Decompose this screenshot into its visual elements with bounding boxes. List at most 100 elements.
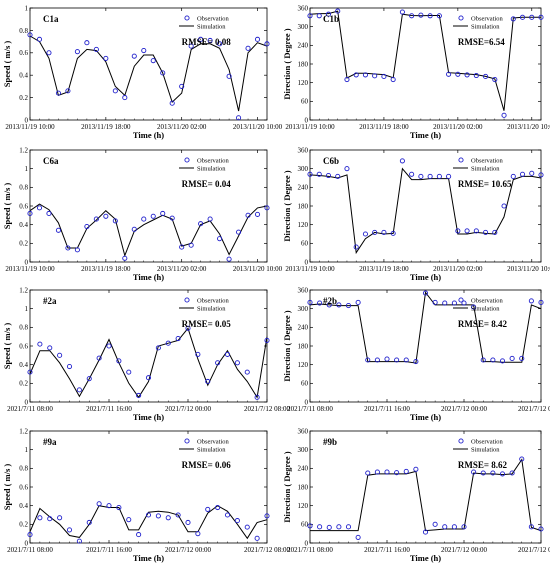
observation-point	[326, 302, 332, 308]
observation-point	[422, 290, 429, 296]
observation-point	[413, 359, 419, 365]
observation-point	[27, 369, 33, 375]
observation-point	[236, 115, 242, 121]
y-tick-label: 0.4	[19, 502, 28, 510]
observation-series	[307, 456, 544, 540]
observation-point	[37, 515, 43, 521]
simulation-line	[309, 291, 542, 364]
observation-series	[307, 8, 544, 118]
observation-point	[254, 211, 261, 217]
legend-observation-label: Observation	[471, 297, 504, 304]
observation-point	[422, 529, 429, 535]
x-tick-label: 2021/7/11 08:00	[287, 405, 333, 413]
y-tick-label: 0.2	[19, 94, 28, 102]
observation-point	[446, 71, 452, 77]
observation-point	[205, 506, 211, 512]
x-tick-label: 2021/7/12 08:00	[518, 405, 550, 413]
observation-point	[236, 229, 242, 235]
y-tick-label: 0	[305, 258, 309, 266]
observation-point	[365, 470, 371, 476]
observation-point	[217, 236, 223, 242]
observation-point	[455, 71, 461, 77]
observation-point	[55, 90, 61, 96]
observation-point	[244, 369, 250, 375]
y-tick-label: 60	[301, 521, 309, 529]
legend-observation-marker	[458, 438, 464, 444]
x-tick-label: 2021/7/12 00:00	[441, 405, 488, 413]
y-tick-label: 0	[25, 258, 29, 266]
observation-point	[374, 469, 380, 475]
observation-point	[96, 501, 102, 507]
y-tick-label: 180	[298, 483, 309, 491]
observation-point	[390, 77, 396, 83]
observation-point	[499, 471, 506, 477]
simulation-line	[29, 327, 268, 399]
x-axis: 2021/7/11 08:00 2021/7/11 16:00 2021/7/12 …	[287, 290, 550, 413]
x-tick-label: 2013/11/20 10:00	[507, 123, 550, 131]
y-axis: 0 60 120 180 240 300 360	[298, 427, 541, 547]
y-axis: 0 60 120 180 240 300 360	[298, 146, 541, 266]
panel-label: C1b	[323, 14, 339, 24]
observation-point	[413, 466, 419, 472]
observation-point	[234, 518, 240, 524]
y-axis-title: Direction ( Degree )	[282, 170, 292, 241]
y-tick-label: 0	[25, 398, 29, 406]
x-axis: 2021/7/11 08:00 2021/7/11 16:00 2021/7/12 …	[7, 290, 291, 413]
plot-frame	[309, 289, 542, 403]
x-tick-label: 2013/11/19 18:00	[81, 265, 131, 273]
observation-point	[307, 523, 313, 529]
y-axis-title: Speed ( m/s )	[2, 464, 12, 511]
observation-point	[74, 49, 80, 55]
observation-point	[418, 12, 424, 18]
observation-point	[529, 170, 535, 176]
observation-point	[141, 48, 147, 54]
legend-observation-label: Observation	[197, 297, 230, 304]
rmse-annotation: RMSE= 0.04	[182, 179, 232, 189]
y-tick-label: 300	[298, 446, 309, 454]
observation-point	[372, 73, 378, 79]
observation-point	[116, 358, 122, 364]
observation-point	[427, 13, 433, 19]
x-tick-label: 2021/7/12 08:00	[518, 546, 550, 554]
panel-label: #2a	[43, 296, 57, 306]
x-tick-label: 2021/7/11 16:00	[364, 546, 410, 554]
observation-point	[254, 36, 261, 42]
observation-point	[188, 43, 194, 49]
y-tick-label: 0.4	[19, 72, 28, 80]
observation-point	[471, 469, 477, 475]
x-tick-label: 2013/11/19 18:00	[359, 123, 409, 131]
observation-point	[46, 50, 52, 56]
legend-simulation-label: Simulation	[471, 446, 500, 453]
x-tick-label: 2013/11/19 10:00	[285, 123, 335, 131]
observation-point	[96, 355, 102, 361]
observation-point	[207, 216, 213, 222]
y-tick-label: 0.8	[19, 324, 28, 332]
observation-point	[198, 221, 204, 227]
observation-point	[480, 357, 486, 363]
y-tick-label: 0	[25, 116, 29, 124]
observation-point	[66, 527, 73, 533]
y-tick-label: 0.6	[19, 202, 28, 210]
y-tick-label: 120	[298, 79, 309, 87]
observation-point	[538, 172, 544, 178]
y-tick-label: 300	[298, 165, 309, 173]
observation-point	[336, 524, 342, 530]
y-tick-label: 60	[301, 98, 309, 106]
observation-series	[27, 325, 270, 400]
observation-point	[126, 517, 132, 523]
x-tick-label: 2013/11/20 02:00	[433, 123, 483, 131]
y-tick-label: 0.2	[19, 240, 28, 248]
observation-point	[490, 470, 496, 476]
observation-point	[317, 524, 323, 530]
observation-point	[365, 357, 371, 363]
observation-point	[224, 512, 231, 518]
observation-point	[122, 95, 128, 101]
simulation-line	[310, 458, 542, 532]
x-tick-label: 2021/7/11 16:00	[86, 546, 132, 554]
y-axis-title: Speed ( m/s )	[2, 41, 12, 88]
y-axis: 0 60 120 180 240 300 360	[298, 4, 541, 124]
